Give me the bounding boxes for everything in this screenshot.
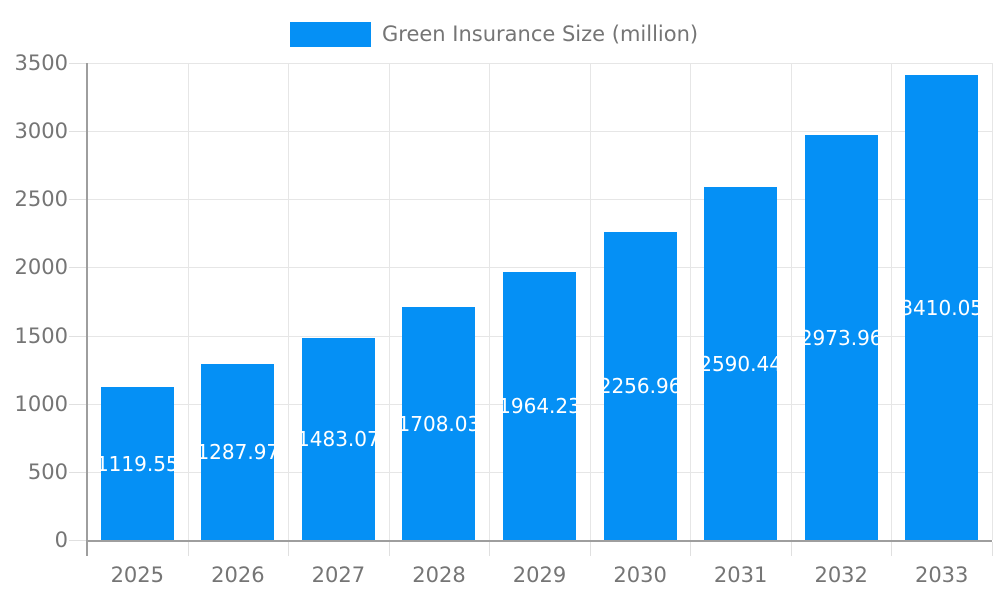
y-axis-label: 1500 (14, 324, 68, 348)
bar-value-label: 2590.44 (704, 351, 778, 376)
gridline-vertical (489, 63, 490, 540)
y-axis-label: 2000 (14, 255, 68, 279)
legend-label: Green Insurance Size (million) (382, 22, 699, 46)
y-axis-tick (69, 267, 87, 268)
bar-2025[interactable]: 1119.55 (100, 387, 174, 540)
bar-2027[interactable]: 1483.07 (301, 338, 375, 540)
y-axis-tick (69, 63, 87, 64)
bar-2026[interactable]: 1287.97 (201, 364, 275, 540)
gridline-horizontal (87, 63, 992, 64)
x-axis-tick (690, 542, 691, 556)
x-axis-tick (389, 542, 390, 556)
gridline-vertical (791, 63, 792, 540)
bar-2032[interactable]: 2973.96 (804, 135, 878, 540)
bar-value-label: 2256.96 (603, 374, 677, 398)
x-axis-label: 2027 (311, 563, 366, 587)
y-axis-tick (69, 472, 87, 473)
bar-2033[interactable]: 3410.05 (905, 75, 979, 540)
gridline-vertical (891, 63, 892, 540)
x-axis-label: 2031 (713, 563, 768, 587)
x-axis-tick (288, 542, 289, 556)
y-axis-label: 0 (54, 528, 68, 552)
x-axis-tick (489, 542, 490, 556)
gridline-horizontal (87, 199, 992, 200)
gridline-horizontal (87, 267, 992, 268)
y-axis-tick (69, 131, 87, 132)
bar-value-label: 1483.07 (301, 427, 375, 451)
x-axis-label: 2033 (914, 563, 969, 587)
bar-value-label: 2973.96 (804, 325, 878, 350)
y-axis-tick (69, 540, 87, 541)
y-axis-label: 2500 (14, 187, 68, 211)
gridline-vertical (389, 63, 390, 540)
y-axis-line (86, 63, 88, 556)
x-axis-label: 2032 (814, 563, 868, 587)
bar-2028[interactable]: 1708.03 (402, 307, 476, 540)
bar-value-label: 1964.23 (503, 394, 576, 418)
y-axis-tick (69, 199, 87, 200)
gridline-vertical (288, 63, 289, 540)
x-axis-tick (791, 542, 792, 556)
gridline-horizontal (87, 131, 992, 132)
gridline-vertical (690, 63, 691, 540)
gridline-vertical (992, 63, 993, 540)
bar-value-label: 1119.55 (100, 451, 174, 476)
y-axis-label: 3000 (14, 119, 68, 143)
y-axis-tick (69, 336, 87, 337)
x-axis-label: 2028 (412, 563, 466, 587)
x-axis-label: 2030 (613, 563, 667, 587)
legend-swatch-icon (290, 22, 371, 47)
bar-2030[interactable]: 2256.96 (603, 232, 677, 540)
x-axis-label: 2025 (110, 563, 165, 587)
legend-item[interactable]: Green Insurance Size (million) (290, 22, 698, 47)
x-axis-tick (992, 542, 993, 556)
y-axis-label: 1000 (14, 392, 68, 416)
x-axis-tick (590, 542, 591, 556)
y-axis-label: 500 (27, 460, 68, 484)
gridline-vertical (590, 63, 591, 540)
x-axis-label: 2026 (211, 563, 265, 587)
bar-value-label: 1287.97 (201, 440, 275, 464)
y-axis-tick (69, 404, 87, 405)
x-axis-tick (891, 542, 892, 556)
bar-2029[interactable]: 1964.23 (503, 272, 576, 540)
bar-value-label: 1708.03 (402, 411, 476, 436)
x-axis-line (86, 540, 992, 542)
gridline-vertical (188, 63, 189, 540)
bar-value-label: 3410.05 (905, 295, 979, 320)
y-axis-label: 3500 (14, 51, 68, 75)
bar-2031[interactable]: 2590.44 (704, 187, 778, 540)
x-axis-label: 2029 (512, 563, 567, 587)
x-axis-tick (188, 542, 189, 556)
